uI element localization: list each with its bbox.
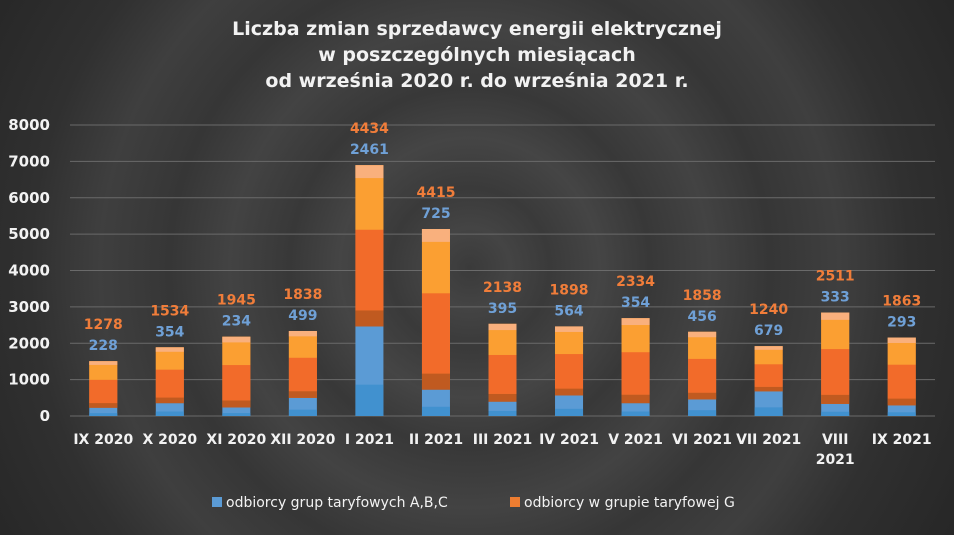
data-label-g: 4415 xyxy=(416,185,455,201)
y-tick-label: 4000 xyxy=(8,262,50,280)
data-label-abc: 679 xyxy=(754,323,783,339)
y-tick-label: 6000 xyxy=(8,189,50,207)
bar-segment-abc xyxy=(155,403,184,416)
x-tick-label: I 2021 xyxy=(345,432,394,448)
bar-segment-g xyxy=(754,346,783,392)
y-axis: 0 1000 2000 3000 4000 5000 6000 7000 8000 xyxy=(8,116,50,425)
data-label-g: 2334 xyxy=(616,274,655,290)
bar-segment-g xyxy=(222,336,251,408)
legend-swatch xyxy=(212,497,222,507)
bar-segment-abc xyxy=(288,397,317,416)
legend-label: odbiorcy w grupie taryfowej G xyxy=(524,495,735,511)
x-tick-label: VI 2021 xyxy=(672,432,732,448)
x-tick-label: III 2021 xyxy=(473,432,532,448)
x-axis: IX 2020 X 2020 XI 2020 XII 2020 I 2021 II 202… xyxy=(73,432,931,468)
bar-segment-abc xyxy=(555,395,584,416)
bar-segment-g xyxy=(555,326,584,396)
bar-segment-g xyxy=(887,337,916,406)
legend-item: odbiorcy grup taryfowych A,B,C xyxy=(212,495,448,511)
data-label-abc: 725 xyxy=(421,206,450,222)
data-label-g: 1945 xyxy=(217,293,256,309)
data-label-g: 1838 xyxy=(283,287,322,303)
bar-segment-g xyxy=(155,347,184,404)
chart-title-line: od września 2020 r. do września 2021 r. xyxy=(265,70,688,92)
bar-segment-g xyxy=(488,323,517,402)
data-label-g: 1240 xyxy=(749,302,788,318)
y-tick-label: 0 xyxy=(40,407,50,425)
bar-segment-abc xyxy=(89,407,118,416)
bar-segment-g xyxy=(288,330,317,398)
x-tick-label: XI 2020 xyxy=(206,432,266,448)
data-label-abc: 499 xyxy=(288,308,317,324)
data-label-abc: 395 xyxy=(488,301,517,317)
data-label-abc: 228 xyxy=(89,338,118,354)
y-tick-label: 5000 xyxy=(8,225,50,243)
bar-segment-abc xyxy=(688,399,717,416)
x-tick-label: X 2020 xyxy=(142,432,197,448)
data-label-abc: 564 xyxy=(554,303,583,319)
data-label-g: 1858 xyxy=(683,288,722,304)
data-label-g: 1534 xyxy=(150,303,189,319)
x-tick-label: VIII xyxy=(822,432,848,448)
chart-title-line: Liczba zmian sprzedawcy energii elektryc… xyxy=(232,18,722,40)
x-tick-label: IX 2020 xyxy=(73,432,133,448)
x-tick-label: V 2021 xyxy=(608,432,663,448)
bar-segment-g xyxy=(621,318,650,404)
legend-swatch xyxy=(510,497,520,507)
bar-segment-abc xyxy=(488,401,517,416)
data-label-abc: 354 xyxy=(621,295,650,311)
chart-title: Liczba zmian sprzedawcy energii elektryc… xyxy=(232,18,722,92)
legend-label: odbiorcy grup taryfowych A,B,C xyxy=(226,495,448,511)
y-tick-label: 7000 xyxy=(8,152,50,170)
data-label-abc: 354 xyxy=(155,324,184,340)
data-label-abc: 333 xyxy=(821,290,850,306)
data-label-g: 1278 xyxy=(84,317,123,333)
bar-segment-abc xyxy=(421,389,450,416)
bar-segment-abc xyxy=(222,407,251,416)
y-tick-label: 3000 xyxy=(8,298,50,316)
x-tick-label: IV 2021 xyxy=(539,432,599,448)
y-tick-label: 8000 xyxy=(8,116,50,134)
bar-segment-abc xyxy=(621,403,650,416)
bar-segment-abc xyxy=(754,391,783,416)
data-label-g: 2511 xyxy=(816,269,855,285)
data-label-abc: 234 xyxy=(222,314,251,330)
y-tick-label: 2000 xyxy=(8,334,50,352)
bar-segment-g xyxy=(821,312,850,404)
bar-segment-abc xyxy=(355,326,384,416)
legend-item: odbiorcy w grupie taryfowej G xyxy=(510,495,735,511)
bar-segment-g xyxy=(421,229,450,390)
chart-title-line: w poszczególnych miesiącach xyxy=(318,44,636,66)
data-label-abc: 456 xyxy=(687,309,716,325)
gridlines xyxy=(70,124,935,417)
bar-segment-g xyxy=(355,165,384,327)
bar-segment-g xyxy=(89,361,118,408)
data-label-g: 1863 xyxy=(882,294,921,310)
data-label-abc: 2461 xyxy=(350,142,389,158)
data-label-abc: 293 xyxy=(887,315,916,331)
x-tick-label: 2021 xyxy=(816,452,855,468)
bars xyxy=(89,165,916,416)
y-tick-label: 1000 xyxy=(8,371,50,389)
data-labels: 1278 228 1534 354 1945 234 1838 499 4434 2461 4415… xyxy=(84,121,921,354)
bar-segment-abc xyxy=(887,405,916,416)
data-label-g: 4434 xyxy=(350,121,389,137)
bar-segment-abc xyxy=(821,403,850,416)
x-tick-label: IX 2021 xyxy=(872,432,932,448)
bar-segment-g xyxy=(688,331,717,400)
data-label-g: 1898 xyxy=(550,282,589,298)
data-label-g: 2138 xyxy=(483,280,522,296)
x-tick-label: II 2021 xyxy=(409,432,463,448)
x-tick-label: VII 2021 xyxy=(736,432,801,448)
legend: odbiorcy grup taryfowych A,B,C odbiorcy w… xyxy=(212,495,735,511)
x-tick-label: XII 2020 xyxy=(270,432,335,448)
